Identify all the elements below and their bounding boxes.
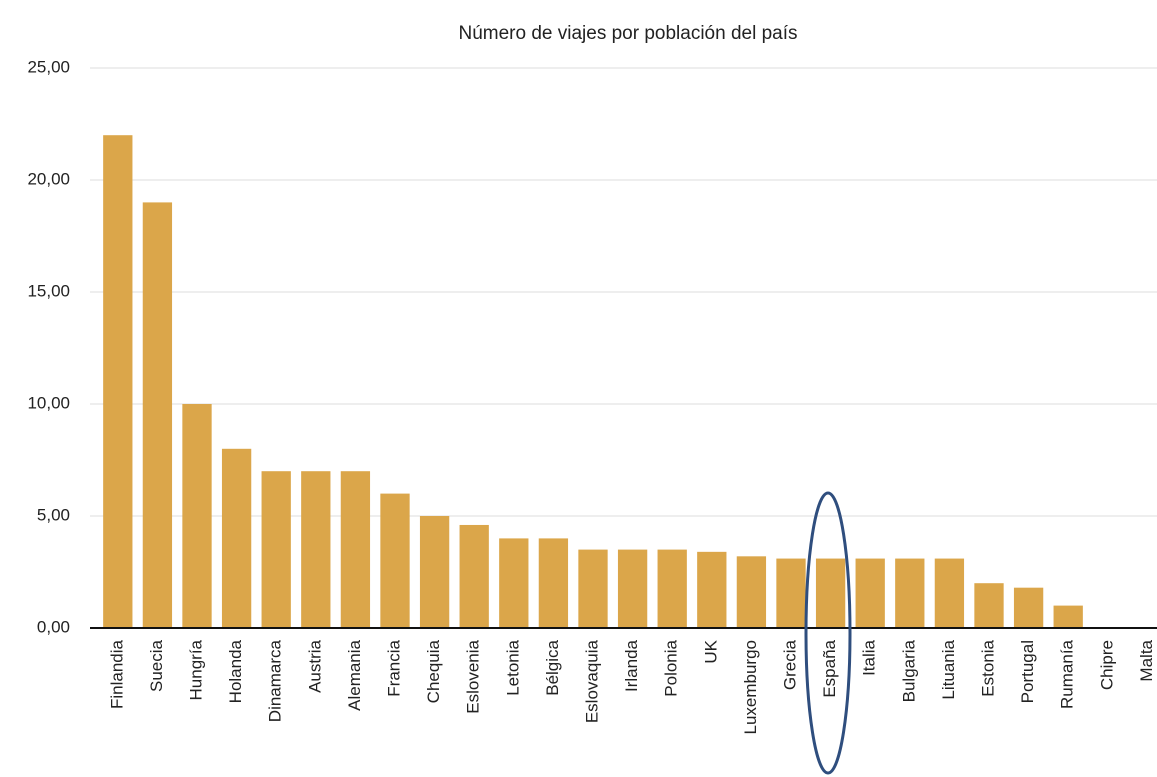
x-tick-label: Luxemburgo <box>741 640 760 735</box>
bar <box>855 558 885 628</box>
bar <box>1053 605 1083 628</box>
x-tick-label: Rumanía <box>1058 639 1077 709</box>
x-tick-label: Irlanda <box>622 639 641 692</box>
bar <box>261 471 291 628</box>
bar <box>182 404 212 628</box>
bar <box>617 549 648 628</box>
x-tick-label: Hungría <box>186 639 205 700</box>
highlight-ellipse <box>804 491 852 775</box>
x-tick-label: Austria <box>305 639 324 692</box>
bar <box>895 558 925 628</box>
x-tick-label: Suecia <box>147 639 166 692</box>
x-tick-label: Italia <box>860 639 879 675</box>
chart-title: Número de viajes por población del país <box>458 23 797 44</box>
x-tick-label: Letonia <box>503 639 522 695</box>
bar <box>340 471 371 628</box>
x-tick-label: Eslovaquia <box>582 639 601 723</box>
x-tick-label: Alemania <box>345 639 364 710</box>
bar <box>815 558 846 628</box>
x-tick-label: Lituania <box>939 639 958 699</box>
bar <box>1013 587 1044 628</box>
bar <box>538 538 569 628</box>
bar <box>499 538 529 628</box>
bar <box>697 551 727 628</box>
x-tick-label: España <box>820 639 839 697</box>
x-tick-label: Bulgaria <box>899 639 918 702</box>
bar <box>578 549 608 628</box>
x-tick-label: Malta <box>1137 639 1156 681</box>
x-tick-label: UK <box>701 639 720 663</box>
x-tick-label: Bélgica <box>543 639 562 695</box>
x-tick-label: Francia <box>384 639 403 696</box>
bar <box>776 558 806 628</box>
bar <box>103 135 133 628</box>
x-tick-label: Grecia <box>780 639 799 690</box>
bar <box>934 558 965 628</box>
x-tick-label: Estonia <box>978 639 997 696</box>
x-tick-label: Dinamarca <box>266 639 285 722</box>
x-tick-label: Eslovenia <box>464 639 483 713</box>
x-tick-label: Chipre <box>1097 640 1116 690</box>
y-tick-label: 20,00 <box>27 169 70 188</box>
y-tick-label: 25,00 <box>27 57 70 76</box>
bar <box>142 202 173 628</box>
y-tick-label: 10,00 <box>27 393 70 412</box>
x-tick-label: Chequia <box>424 639 443 703</box>
x-tick-label: Portugal <box>1018 640 1037 703</box>
x-tick-label: Holanda <box>226 639 245 703</box>
bar <box>419 516 450 628</box>
y-tick-label: 0,00 <box>37 617 70 636</box>
y-tick-label: 15,00 <box>27 281 70 300</box>
x-tick-label: Polonia <box>662 639 681 696</box>
bar <box>221 448 252 628</box>
bar <box>974 583 1004 628</box>
bar <box>736 556 767 628</box>
bar <box>657 549 687 628</box>
bar <box>301 471 331 628</box>
x-tick-label: Finlandia <box>107 639 126 709</box>
y-tick-label: 5,00 <box>37 505 70 524</box>
bar <box>459 524 489 628</box>
bar <box>380 493 410 628</box>
